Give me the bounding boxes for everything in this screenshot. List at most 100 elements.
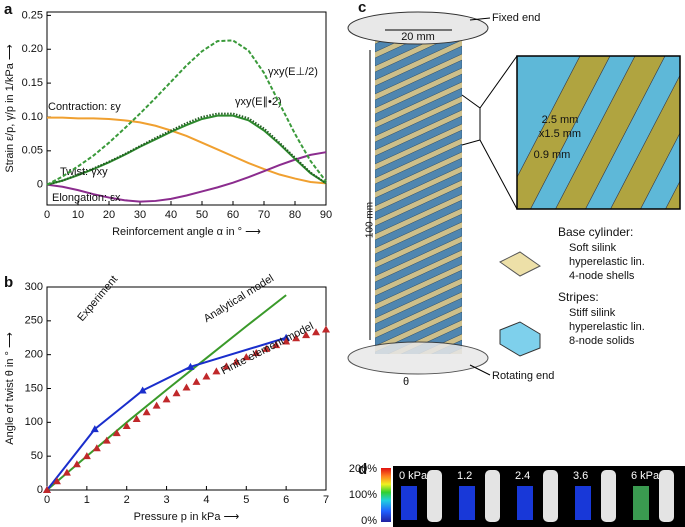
pressure-label: 0 kPa: [399, 470, 428, 482]
stripes: [375, 0, 462, 354]
label: 4-node shells: [569, 270, 635, 282]
zoom-stripe: [517, 56, 611, 209]
stripe: [375, 283, 462, 333]
sample-photo: [485, 470, 500, 522]
x-tick-label: 3: [164, 494, 170, 506]
label: x1.5 mm: [539, 128, 581, 140]
x-tick-label: 6: [283, 494, 289, 506]
sample-photo: [427, 470, 442, 522]
x-tick-label: 4: [203, 494, 209, 506]
y-tick-label: 0.15: [22, 77, 43, 89]
marker: [62, 468, 71, 476]
marker: [138, 386, 147, 394]
base-swatch: [499, 251, 541, 277]
zoom-line: [479, 139, 518, 210]
x-tick-label: 50: [196, 209, 208, 221]
series-label: Experiment: [75, 273, 120, 323]
sample-map: [459, 486, 475, 520]
x-tick-label: 1: [84, 494, 90, 506]
panel-label: a: [4, 1, 13, 18]
zoom-stripe: [665, 180, 680, 209]
stripe: [375, 45, 462, 95]
stripe: [375, 269, 462, 319]
series-label: Contraction: εy: [48, 101, 121, 113]
stripe: [375, 213, 462, 263]
marker: [262, 344, 271, 352]
stripe-swatch: [499, 321, 541, 357]
label: 20 mm: [401, 31, 435, 43]
marker: [322, 325, 330, 333]
series-line: [46, 151, 327, 203]
marker: [72, 460, 81, 468]
x-tick-label: 10: [72, 209, 84, 221]
marker: [242, 353, 251, 361]
series-line: [46, 39, 327, 186]
label: 0.9 mm: [534, 149, 571, 161]
y-tick-label: 0.25: [22, 9, 43, 21]
label: hyperelastic lin.: [569, 321, 645, 333]
colorbar: [381, 468, 391, 522]
marker: [132, 414, 141, 422]
stripe: [375, 31, 462, 81]
stripe: [375, 199, 462, 249]
sample-photo: [601, 470, 616, 522]
marker: [90, 425, 99, 433]
marker: [102, 436, 111, 444]
stripe: [375, 87, 462, 137]
stripe: [375, 143, 462, 193]
label: Stripes:: [558, 290, 599, 304]
x-tick-label: 7: [323, 494, 329, 506]
marker: [202, 372, 211, 380]
y-axis-label: Angle of twist θ in ° ⟶: [4, 332, 16, 445]
stripe: [375, 0, 462, 10]
marker: [312, 328, 321, 336]
leader: [469, 364, 491, 376]
stripe: [375, 185, 462, 235]
x-tick-label: 30: [134, 209, 146, 221]
label: 2.5 mm: [542, 114, 579, 126]
marker: [112, 429, 121, 437]
x-tick-label: 0: [44, 494, 50, 506]
panel-label: d: [358, 461, 367, 478]
zoom-frame: [516, 55, 681, 210]
x-axis-label: Pressure p in kPa ⟶: [134, 511, 240, 523]
panel-d: 200% 100% 0% 0 kPa 1.2 2.4 3.6 6 kPa: [349, 463, 685, 527]
stripe: [375, 297, 462, 347]
y-tick-label: 150: [25, 382, 43, 394]
stripe: [375, 73, 462, 123]
label: hyperelastic lin.: [569, 256, 645, 268]
y-tick-label: 50: [31, 450, 43, 462]
series-line: [46, 294, 287, 491]
label: Fixed end: [492, 12, 540, 24]
marker: [43, 486, 51, 493]
sample-map: [517, 486, 533, 520]
marker: [222, 362, 231, 370]
pressure-label: 2.4: [515, 470, 530, 482]
stripe: [375, 227, 462, 277]
sample-map: [575, 486, 591, 520]
label: Base cylinder:: [558, 225, 633, 239]
x-axis-label: Reinforcement angle α in ° ⟶: [112, 226, 261, 238]
x-tick-label: 80: [289, 209, 301, 221]
panel-label: b: [4, 274, 13, 291]
zoom-marker: [461, 94, 481, 146]
y-tick-label: 0: [37, 179, 43, 191]
colorbar-label: 0%: [361, 515, 377, 527]
marker: [292, 334, 301, 342]
y-tick-label: 100: [25, 416, 43, 428]
sample-map: [401, 486, 417, 520]
colorbar-label: 100%: [349, 489, 377, 501]
x-tick-label: 5: [243, 494, 249, 506]
y-tick-label: 200: [25, 349, 43, 361]
x-tick-label: 0: [44, 209, 50, 221]
colorbar-label: 200%: [349, 463, 377, 475]
stripe: [375, 255, 462, 305]
marker: [232, 357, 241, 365]
marker: [122, 421, 131, 429]
x-tick-label: 60: [227, 209, 239, 221]
marker: [302, 331, 311, 339]
x-tick-label: 20: [103, 209, 115, 221]
marker: [172, 389, 181, 397]
label: 100 mm: [365, 202, 376, 238]
stripe: [375, 171, 462, 221]
